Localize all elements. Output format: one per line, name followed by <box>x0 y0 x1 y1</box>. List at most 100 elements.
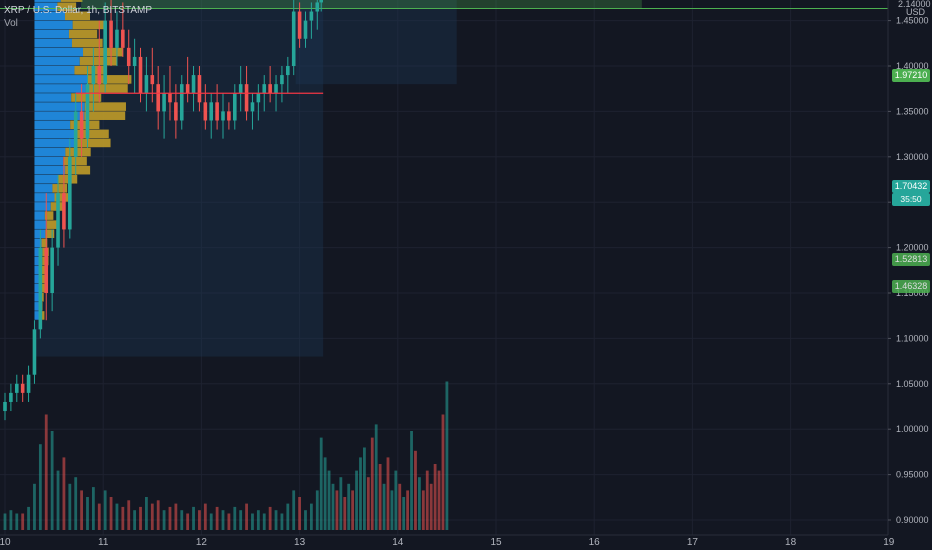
candle-body <box>26 374 31 393</box>
x-tick-label: 18 <box>785 537 797 548</box>
profile-bar-up <box>34 302 39 311</box>
profile-bar-down <box>68 29 98 39</box>
volume-bar <box>382 483 386 530</box>
volume-bar <box>209 513 213 530</box>
candle-body <box>280 75 284 85</box>
volume-bar <box>355 470 358 530</box>
volume-indicator-label[interactable]: Vol <box>4 18 18 29</box>
volume-bar <box>274 510 278 530</box>
zone-top-price-tag: 1.52813 <box>892 253 930 266</box>
profile-bar-down <box>39 311 45 320</box>
candlesticks <box>3 0 324 421</box>
candle-body <box>174 102 178 121</box>
volume-bar <box>309 503 313 530</box>
profile-bar-up <box>34 38 72 48</box>
support-zone-rect <box>81 0 642 10</box>
candle-body <box>91 66 96 85</box>
volume-bar <box>343 497 347 530</box>
time-axis[interactable]: 10 11 12 13 14 15 16 17 18 19 <box>0 534 932 550</box>
profile-bar-down <box>52 184 68 193</box>
candle-body <box>156 84 160 112</box>
profile-bar-up <box>34 120 71 130</box>
profile-bar-down <box>85 84 128 93</box>
volume-bar <box>174 503 178 530</box>
candle-body <box>303 20 308 39</box>
volume-bar <box>97 503 101 530</box>
volume-bar <box>414 450 417 530</box>
volume-bar <box>402 497 406 530</box>
y-tick-label: 1.40000 <box>896 61 929 71</box>
candle-body <box>150 75 155 85</box>
volume-bar <box>339 477 343 530</box>
profile-bar-down <box>65 165 91 175</box>
support-zone <box>0 0 888 10</box>
symbol-title[interactable]: XRP / U.S. Dollar, 1h, BITSTAMP <box>4 5 153 16</box>
zone-bottom-price-tag: 1.46328 <box>892 280 930 293</box>
candle-body <box>185 84 190 94</box>
profile-bar-down <box>74 66 108 75</box>
profile-bar-up <box>34 47 84 57</box>
y-tick-label: 1.45000 <box>896 16 929 26</box>
x-tick-label: 10 <box>0 537 11 548</box>
profile-bar-down <box>57 2 77 12</box>
volume-bar <box>280 513 284 530</box>
currency-label: USD <box>906 7 926 17</box>
volume-profiles <box>34 0 457 357</box>
volume-bar <box>363 447 366 530</box>
candle-body <box>162 93 166 112</box>
volume-bar <box>351 490 355 530</box>
volume-bar <box>139 506 142 530</box>
candle-body <box>121 29 125 48</box>
candle-body <box>268 84 272 94</box>
x-tick-label: 12 <box>196 537 208 548</box>
profile-bar-up <box>34 29 69 39</box>
candle-body <box>179 84 184 121</box>
price-axis[interactable]: 2.14000USD2.100002.050002.000001.950001.… <box>887 0 932 550</box>
volume-bar <box>323 457 327 530</box>
candle-body <box>232 93 237 121</box>
y-tick-label: 1.35000 <box>896 106 929 116</box>
profile-bar-up <box>34 256 43 266</box>
volume-bar <box>359 457 362 530</box>
take-profit-price-tag: 1.97210 <box>892 69 930 82</box>
candle-body <box>309 11 314 21</box>
volume-bar <box>33 483 36 530</box>
time-axis-bg <box>0 535 932 550</box>
profile-bar-down <box>40 274 45 284</box>
volume-bar <box>421 490 425 530</box>
profile-bar-up <box>34 75 88 84</box>
candle-body <box>138 56 143 94</box>
volume-bar <box>370 437 374 530</box>
profile-bar-down <box>72 20 104 30</box>
profile-bar-up <box>34 147 66 157</box>
volume-bar <box>180 510 184 530</box>
profile-bar-down <box>83 47 123 57</box>
profile-bar-up <box>34 247 43 257</box>
candle-body <box>109 20 113 48</box>
candle-body <box>73 111 78 157</box>
candle-body <box>115 29 119 48</box>
candle-body <box>286 66 290 76</box>
volume-bar <box>245 503 248 530</box>
profile-bar-up <box>34 156 64 166</box>
last-price-tag: 1.70432 <box>892 180 930 193</box>
candle-body <box>297 11 302 39</box>
volume-bar <box>44 414 48 530</box>
volume-bar <box>251 513 254 530</box>
volume-bar <box>268 506 272 530</box>
volume-bar <box>68 483 72 530</box>
volume-bar <box>227 513 231 530</box>
candle-body <box>14 383 19 393</box>
candle-body <box>97 66 102 85</box>
candle-body <box>9 392 13 402</box>
volume-bar <box>186 513 190 530</box>
volume-bar <box>121 506 125 530</box>
x-tick-label: 14 <box>392 537 404 548</box>
volume-bar <box>15 513 19 530</box>
volume-bar <box>74 477 78 530</box>
profile-bar-down <box>70 120 100 130</box>
candle-body <box>68 156 72 230</box>
profile-bar-up <box>34 20 73 30</box>
profile-bar-up <box>34 174 58 184</box>
